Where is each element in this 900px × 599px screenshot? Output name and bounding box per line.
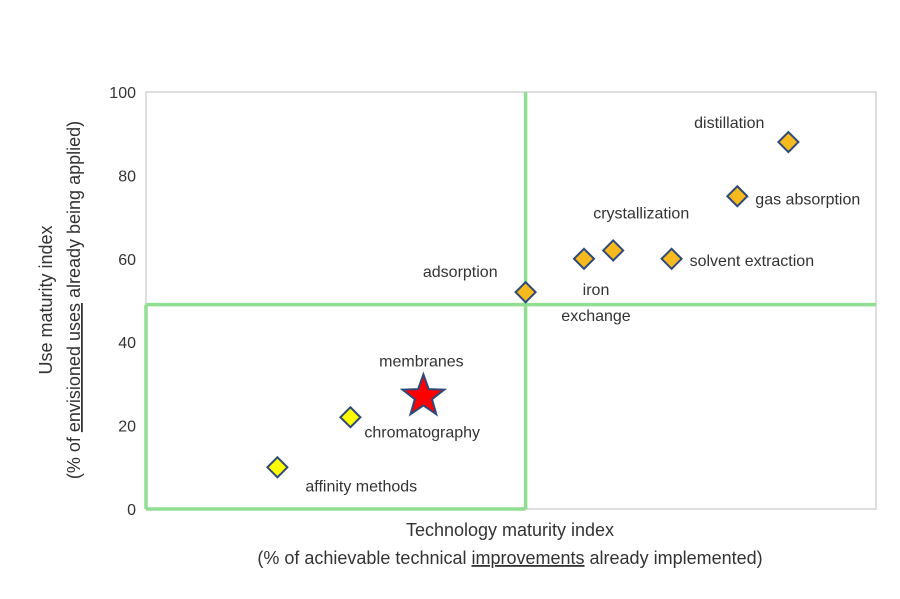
data-point-diamond	[338, 405, 362, 429]
x-axis-subtitle: (% of achievable technical improvements …	[257, 548, 762, 568]
data-point-diamond	[776, 130, 800, 154]
data-label: chromatography	[364, 424, 480, 441]
y-tick-label: 0	[127, 502, 136, 519]
plot-area	[145, 91, 877, 510]
y-axis-subtitle-after: already being applied)	[64, 121, 84, 303]
x-axis-subtitle-after: already implemented)	[585, 548, 763, 568]
data-points	[265, 130, 800, 479]
data-label: distillation	[694, 115, 764, 132]
data-point-diamond	[660, 247, 684, 271]
data-point-diamond	[265, 455, 289, 479]
y-tick-label: 60	[118, 252, 136, 269]
y-tick-label: 40	[118, 335, 136, 352]
y-axis-subtitle-before: (% of	[64, 432, 84, 479]
data-label: affinity methods	[305, 478, 417, 495]
data-label: membranes	[379, 353, 463, 370]
y-tick-label: 100	[109, 85, 136, 102]
data-point-diamond	[514, 280, 538, 304]
y-axis-title: Use maturity index	[36, 225, 56, 374]
y-tick-label: 80	[118, 168, 136, 185]
data-point-diamond	[572, 247, 596, 271]
data-labels: affinity methods chromatography membranes a…	[305, 115, 860, 495]
x-axis-subtitle-underlined: improvements	[471, 548, 584, 568]
x-axis-title: Technology maturity index	[406, 520, 614, 540]
data-label: gas absorption	[755, 191, 860, 208]
y-axis-subtitle: (% of envisioned uses already being appl…	[64, 121, 84, 479]
y-axis-ticks: 0 20 40 60 80 100	[109, 85, 136, 519]
data-label: iron exchange	[561, 282, 630, 325]
y-axis-subtitle-underlined: envisioned uses	[64, 303, 84, 432]
y-tick-label: 20	[118, 419, 136, 436]
data-point-diamond	[725, 184, 749, 208]
data-label: crystallization	[593, 205, 689, 222]
data-label: solvent extraction	[690, 253, 815, 270]
x-axis-subtitle-before: (% of achievable technical	[257, 548, 471, 568]
data-label: adsorption	[423, 264, 498, 281]
data-point-diamond	[601, 239, 625, 262]
data-point-star	[399, 371, 448, 417]
